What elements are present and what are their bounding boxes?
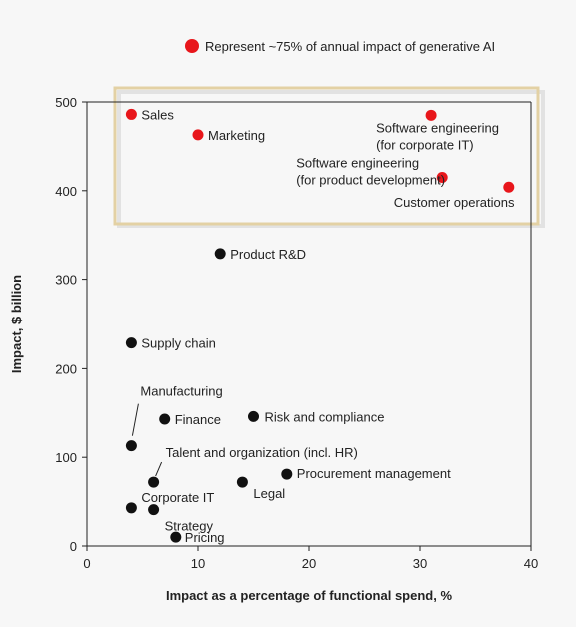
point-supply-chain — [125, 337, 137, 349]
highlight-box-shadow — [117, 90, 545, 228]
point-labels: Sales Marketing Software engineering (for c… — [140, 107, 515, 545]
highlight-box — [113, 86, 540, 226]
point-procurement-management — [281, 468, 293, 480]
y-tick-label: 500 — [55, 95, 77, 110]
point-manufacturing — [125, 440, 137, 452]
point-talent-and-organization-incl-hr — [148, 476, 160, 488]
legend-label: Represent ~75% of annual impact of gener… — [205, 39, 495, 54]
label-manufacturing: Manufacturing — [140, 384, 222, 399]
point-customer-operations — [503, 181, 515, 193]
point-strategy — [148, 504, 160, 516]
label-corporate-it: Corporate IT — [141, 490, 214, 505]
y-tick-label: 200 — [55, 361, 77, 376]
label-risk-and-compliance: Risk and compliance — [265, 409, 385, 424]
point-software-engineering-for-corporate-it — [425, 109, 437, 121]
point-marketing — [192, 129, 204, 141]
label-supply-chain: Supply chain — [141, 336, 215, 351]
point-legal — [236, 476, 248, 488]
point-sales — [125, 108, 137, 120]
label-software-engineering-for-product-development: (for product development) — [296, 172, 445, 187]
legend-marker — [185, 39, 199, 53]
point-risk-and-compliance — [248, 410, 259, 422]
label-marketing: Marketing — [208, 128, 265, 143]
label-software-engineering-for-corporate-it: (for corporate IT) — [376, 137, 474, 152]
label-software-engineering-for-corporate-it: Software engineering — [376, 120, 499, 135]
label-strategy: Strategy — [165, 519, 214, 534]
y-tick-label: 100 — [55, 450, 77, 465]
y-tick-label: 300 — [55, 273, 77, 288]
label-customer-operations: Customer operations — [394, 195, 515, 210]
label-software-engineering-for-product-development: Software engineering — [296, 155, 419, 170]
x-tick-label: 40 — [524, 556, 538, 571]
label-procurement-management: Procurement management — [297, 466, 451, 481]
leader-talent — [155, 461, 163, 477]
leader-lines — [131, 403, 163, 477]
point-pricing — [170, 531, 182, 543]
x-tick-label: 30 — [413, 556, 427, 571]
x-tick-label: 20 — [302, 556, 316, 571]
leader-manufacturing — [131, 403, 139, 436]
label-sales: Sales — [141, 107, 174, 122]
label-finance: Finance — [175, 412, 221, 427]
x-tick-label: 0 — [83, 556, 90, 571]
x-axis-title: Impact as a percentage of functional spe… — [166, 588, 453, 603]
label-talent-and-organization-incl-hr: Talent and organization (incl. HR) — [166, 445, 358, 460]
label-legal: Legal — [253, 486, 285, 501]
y-tick-label: 400 — [55, 184, 77, 199]
point-software-engineering-for-product-development — [436, 171, 448, 183]
label-product-r-d: Product R&D — [230, 247, 306, 262]
data-points — [125, 108, 515, 543]
point-finance — [159, 413, 171, 425]
point-product-r-d — [214, 248, 226, 260]
point-corporate-it — [125, 502, 137, 514]
y-axis-title: Impact, $ billion — [9, 275, 24, 373]
x-tick-label: 10 — [191, 556, 205, 571]
y-tick-label: 0 — [70, 539, 77, 554]
label-pricing: Pricing — [185, 530, 225, 545]
